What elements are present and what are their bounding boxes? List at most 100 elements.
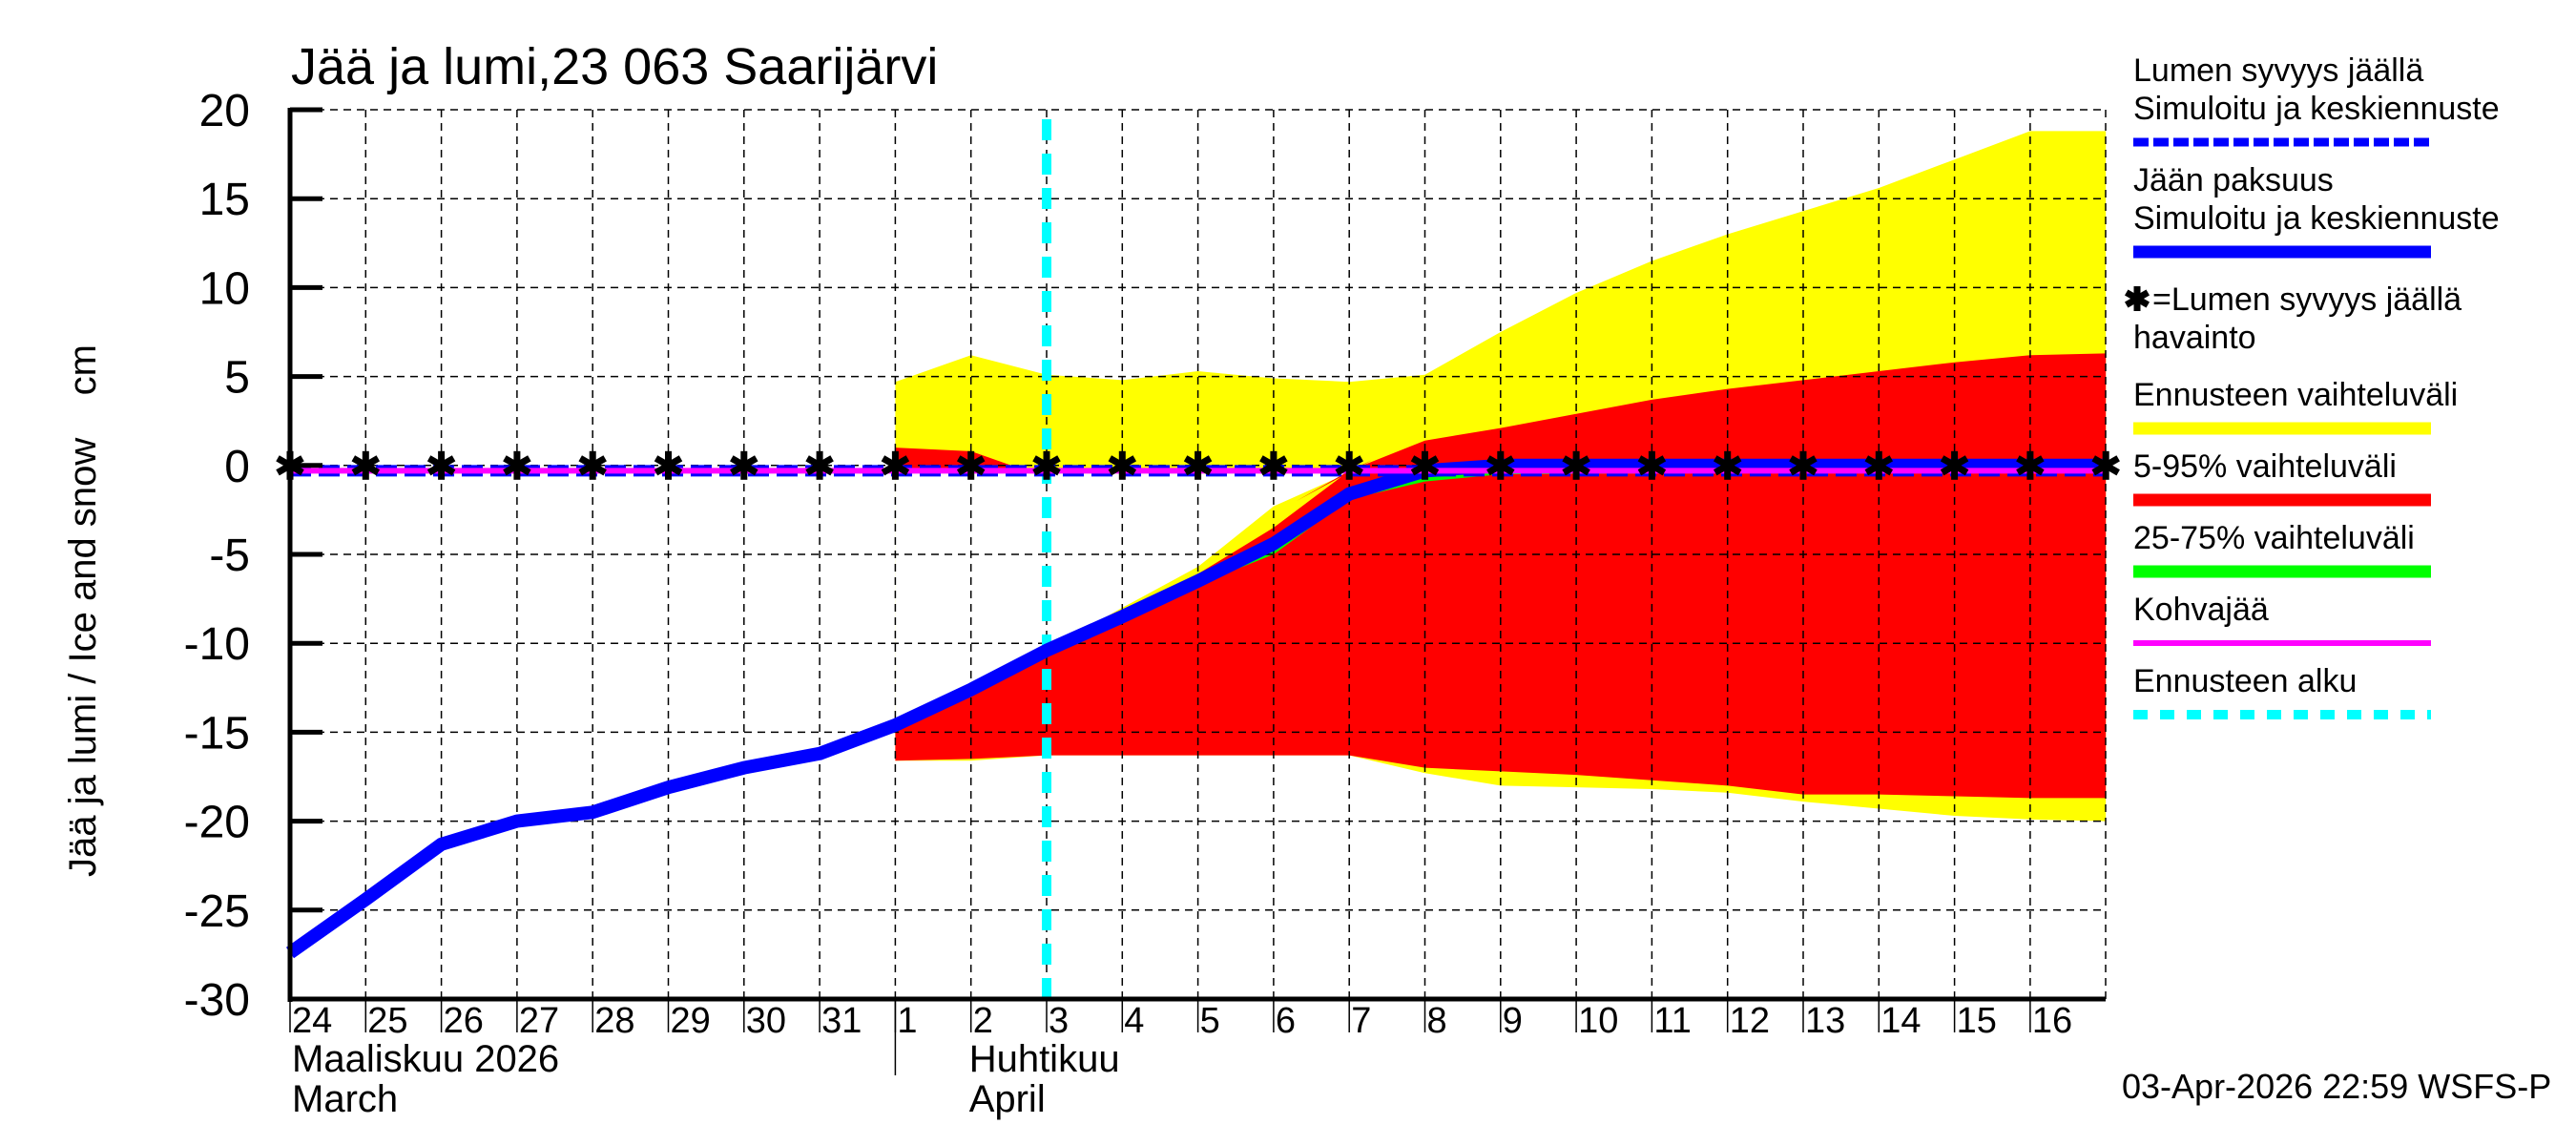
legend-item: Ennusteen alku [2133, 663, 2431, 719]
asterisk-stroke [578, 455, 607, 476]
observation-asterisk-icon [1486, 450, 1515, 480]
y-tick-label: -5 [209, 531, 250, 581]
asterisk-stroke [1713, 455, 1742, 476]
y-tick-label: -10 [184, 619, 250, 670]
y-tick-label: 10 [199, 263, 250, 314]
observation-asterisk-icon [1637, 450, 1667, 480]
month-label-fi: Maaliskuu 2026 [292, 1038, 559, 1080]
observation-asterisk-icon [1183, 450, 1213, 480]
x-tick-label: 26 [444, 1001, 484, 1041]
y-tick-label: 15 [199, 175, 250, 225]
legend-label: Ennusteen alku [2133, 663, 2357, 699]
observation-asterisk-icon [1259, 450, 1288, 480]
x-tick-label: 2 [973, 1001, 993, 1041]
observation-asterisk-icon [503, 450, 531, 480]
legend-item: Kohvajää [2133, 592, 2431, 646]
x-tick-label: 11 [1653, 1001, 1691, 1041]
x-tick-label: 4 [1124, 1001, 1144, 1041]
x-tick-label: 24 [292, 1001, 332, 1041]
y-tick-label: 5 [224, 353, 250, 404]
legend-item: 5-95% vaihteluväli [2133, 448, 2431, 507]
asterisk-stroke [351, 455, 381, 476]
observation-asterisk-icon [654, 450, 683, 480]
observation-asterisk-icon [426, 450, 456, 480]
legend-label: =Lumen syvyys jäällä [2152, 281, 2462, 318]
asterisk-stroke [654, 455, 683, 476]
observation-asterisk-icon [1864, 450, 1894, 480]
asterisk-stroke [1562, 455, 1590, 476]
x-tick-label: 8 [1427, 1001, 1447, 1041]
observation-asterisk-icon [1789, 450, 1818, 480]
y-tick-label: 20 [199, 86, 250, 136]
timestamp-footer: 03-Apr-2026 22:59 WSFS-P [2122, 1067, 2551, 1106]
legend-label: Simuloitu ja keskiennuste [2133, 91, 2500, 127]
legend-label: 5-95% vaihteluväli [2133, 448, 2397, 485]
x-tick-label: 28 [594, 1001, 634, 1041]
asterisk-stroke [730, 455, 758, 476]
observation-asterisk-icon [730, 450, 758, 480]
asterisk-stroke [956, 455, 986, 476]
asterisk-stroke [1864, 455, 1894, 476]
observation-asterisk-icon [1562, 450, 1590, 480]
month-label-fi: Huhtikuu [969, 1038, 1120, 1080]
x-axis-ticks: 24 25 26 27 28 29 30 31 1 2 3 4 5 6 7 8 9 10 11 12 13 14 15 16M… [289, 999, 2072, 1120]
asterisk-icon [2124, 286, 2150, 311]
asterisk-stroke [2124, 289, 2150, 308]
x-tick-label: 12 [1730, 1001, 1770, 1041]
asterisk-stroke [1940, 455, 1969, 476]
y-tick-label: -30 [184, 975, 250, 1026]
asterisk-stroke [1108, 455, 1137, 476]
observation-asterisk-icon [578, 450, 607, 480]
observation-asterisk-icon [1713, 450, 1742, 480]
asterisk-stroke [881, 455, 910, 476]
y-axis-ticks: 20 15 10 5 0 -5 -10 -15 -20 -25 -30 [184, 86, 322, 1026]
y-tick-label: -15 [184, 708, 250, 759]
observation-asterisk-icon [805, 450, 834, 480]
asterisk-stroke [2091, 455, 2120, 476]
x-tick-label: 7 [1351, 1001, 1371, 1041]
x-tick-label: 31 [821, 1001, 862, 1041]
y-tick-label: -25 [184, 886, 250, 937]
observation-asterisk-icon [2016, 450, 2045, 480]
plot-area [276, 108, 2120, 1002]
x-tick-label: 15 [1957, 1001, 1997, 1041]
asterisk-stroke [1410, 455, 1440, 476]
asterisk-stroke [1637, 455, 1667, 476]
asterisk-stroke [1183, 455, 1213, 476]
x-tick-label: 25 [367, 1001, 407, 1041]
observation-asterisk-icon [881, 450, 910, 480]
x-tick-label: 5 [1200, 1001, 1220, 1041]
legend-item: Ennusteen vaihteluväli [2133, 377, 2458, 435]
x-tick-label: 14 [1880, 1001, 1921, 1041]
legend-label: Simuloitu ja keskiennuste [2133, 200, 2500, 237]
x-tick-label: 13 [1805, 1001, 1845, 1041]
legend-label: havainto [2133, 320, 2256, 356]
asterisk-stroke [805, 455, 834, 476]
asterisk-stroke [2016, 455, 2045, 476]
month-label-en: April [969, 1078, 1046, 1120]
asterisk-stroke [1486, 455, 1515, 476]
observation-asterisk-icon [1108, 450, 1137, 480]
x-tick-label: 1 [897, 1001, 917, 1041]
legend-item: 25-75% vaihteluväli [2133, 520, 2431, 578]
x-tick-label: 29 [671, 1001, 711, 1041]
legend-label: Lumen syvyys jäällä [2133, 52, 2423, 89]
observation-asterisk-icon [1940, 450, 1969, 480]
y-tick-label: 0 [224, 442, 250, 492]
observation-asterisk-icon [956, 450, 986, 480]
observation-asterisk-icon [2091, 450, 2120, 480]
asterisk-stroke [503, 455, 531, 476]
asterisk-stroke [1335, 455, 1363, 476]
asterisk-stroke [426, 455, 456, 476]
x-tick-label: 10 [1578, 1001, 1618, 1041]
asterisk-stroke [1789, 455, 1818, 476]
x-tick-label: 6 [1276, 1001, 1296, 1041]
legend-label: Jään paksuus [2133, 162, 2334, 198]
asterisk-stroke [1032, 455, 1061, 476]
y-tick-label: -20 [184, 798, 250, 848]
